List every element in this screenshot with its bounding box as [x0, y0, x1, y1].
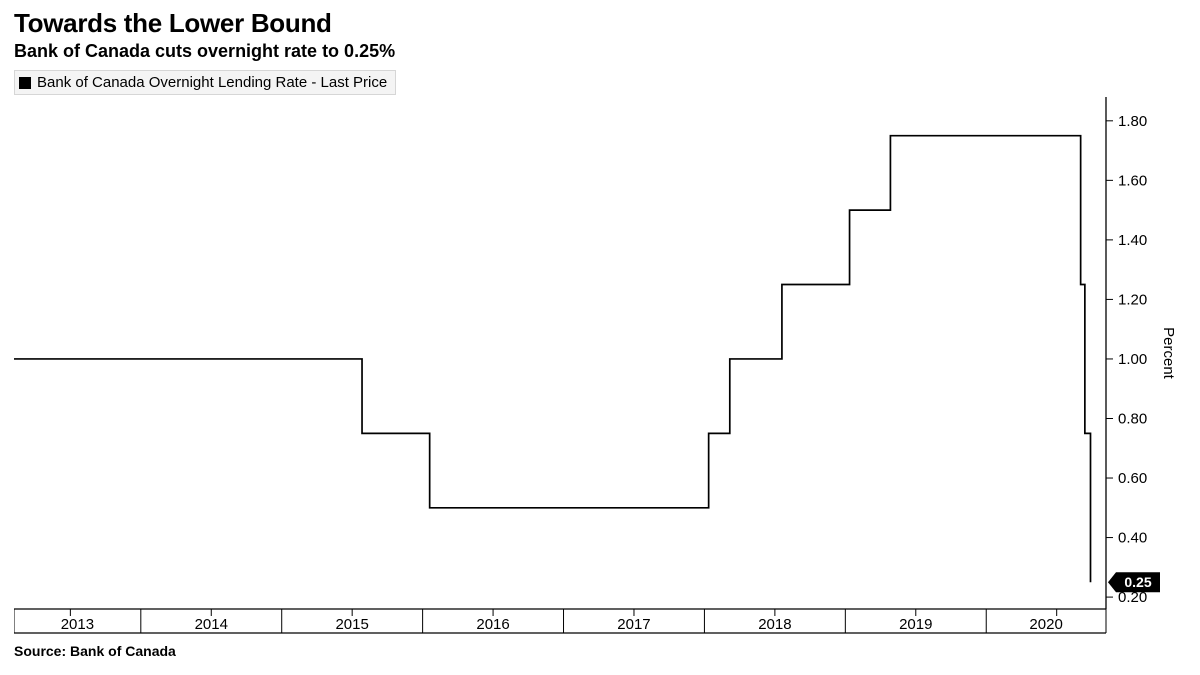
chart-source: Source: Bank of Canada — [14, 643, 1186, 659]
svg-text:1.00: 1.00 — [1118, 351, 1147, 368]
svg-text:0.40: 0.40 — [1118, 530, 1147, 547]
legend-swatch-icon — [19, 77, 31, 89]
svg-text:2018: 2018 — [758, 616, 791, 633]
chart-title: Towards the Lower Bound — [14, 8, 1186, 39]
svg-text:0.80: 0.80 — [1118, 410, 1147, 427]
chart-subtitle: Bank of Canada cuts overnight rate to 0.… — [14, 41, 1186, 62]
chart-legend: Bank of Canada Overnight Lending Rate - … — [14, 70, 396, 95]
chart-svg: 0.200.400.600.801.001.201.401.601.802013… — [14, 97, 1188, 639]
svg-text:2020: 2020 — [1029, 616, 1062, 633]
svg-text:0.25: 0.25 — [1124, 574, 1151, 590]
svg-text:1.40: 1.40 — [1118, 232, 1147, 249]
svg-text:1.60: 1.60 — [1118, 172, 1147, 189]
legend-label: Bank of Canada Overnight Lending Rate - … — [37, 74, 387, 91]
svg-text:2015: 2015 — [335, 616, 368, 633]
svg-text:2013: 2013 — [61, 616, 94, 633]
rate-chart: 0.200.400.600.801.001.201.401.601.802013… — [14, 97, 1186, 639]
svg-text:0.60: 0.60 — [1118, 470, 1147, 487]
svg-text:2016: 2016 — [476, 616, 509, 633]
svg-text:2019: 2019 — [899, 616, 932, 633]
svg-text:2014: 2014 — [195, 616, 228, 633]
svg-text:2017: 2017 — [617, 616, 650, 633]
svg-text:1.20: 1.20 — [1118, 291, 1147, 308]
svg-text:1.80: 1.80 — [1118, 113, 1147, 130]
svg-text:Percent: Percent — [1160, 327, 1177, 380]
